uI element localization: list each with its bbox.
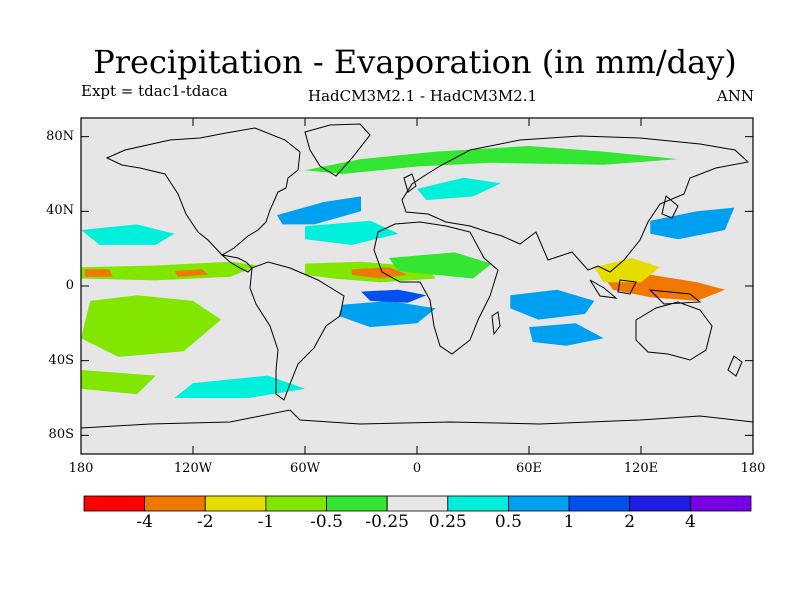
colorbar-swatch <box>265 495 327 512</box>
coast-antarctica <box>80 409 754 429</box>
field-regions <box>81 146 735 398</box>
region-pacific-north-band <box>81 261 259 281</box>
region-indian-blue-1 <box>510 289 595 320</box>
region-north-atlantic-blue <box>277 196 361 225</box>
colorbar-label: 0.25 <box>428 512 467 532</box>
coast-madagascar <box>491 311 501 336</box>
colorbar-label: 2 <box>624 512 636 532</box>
colorbar-label: 1 <box>563 512 575 532</box>
region-indian-blue-2 <box>529 323 604 346</box>
region-tropical-atlantic-dark <box>361 289 427 303</box>
lon-label: 180 <box>68 461 94 476</box>
colorbar-swatch <box>83 495 145 512</box>
region-north-atlantic-cyan <box>305 220 399 245</box>
experiment-label: Expt = tdac1-tdaca <box>81 82 228 100</box>
colorbar-swatch <box>447 495 509 512</box>
colorbar-swatch <box>204 495 267 512</box>
region-south-atlantic-blue <box>338 300 436 328</box>
colorbar-label: -0.5 <box>310 512 343 532</box>
lon-label: 180 <box>740 461 766 476</box>
coast-japan <box>661 195 679 219</box>
season-label: ANN <box>716 87 754 105</box>
region-antarctic-cyan <box>174 375 305 398</box>
coast-south-america <box>249 261 345 401</box>
lat-label: 80N <box>46 128 74 144</box>
lat-label: 40N <box>46 203 74 219</box>
colorbar-label: 4 <box>684 512 696 532</box>
lon-label: 120W <box>173 461 213 476</box>
map-frame <box>80 117 754 455</box>
colorbar-swatch <box>690 495 752 512</box>
lon-label: 60W <box>290 461 320 476</box>
colorbar <box>83 495 752 512</box>
lon-label: 60E <box>515 461 543 476</box>
region-north-pacific-cyan <box>81 224 175 245</box>
lat-label: 80S <box>48 427 74 443</box>
coastlines <box>80 123 754 429</box>
coast-australia <box>635 301 713 361</box>
region-pacific-orange-2 <box>174 269 208 277</box>
lat-label: 40S <box>48 352 74 368</box>
coast-indonesia <box>589 279 702 305</box>
region-maritime-yellow <box>594 258 660 283</box>
coast-africa <box>373 221 499 355</box>
colorbar-swatch <box>386 495 449 512</box>
colorbar-swatch <box>568 495 631 512</box>
colorbar-label: -4 <box>136 512 153 532</box>
colorbar-label: 0.5 <box>494 512 522 532</box>
colorbar-label: -0.25 <box>365 512 409 532</box>
model-label: HadCM3M2.1 - HadCM3M2.1 <box>308 87 538 105</box>
region-europe-cyan <box>417 177 501 201</box>
region-atlantic-orange <box>351 267 408 279</box>
colorbar-swatch <box>629 495 691 512</box>
region-nw-pacific-blue <box>650 207 735 240</box>
lat-label: 0 <box>65 278 74 293</box>
coast-north-america <box>105 127 301 256</box>
lon-label: 120E <box>623 461 659 476</box>
colorbar-swatch <box>326 495 388 512</box>
chart-title: Precipitation - Evaporation (in mm/day) <box>93 43 737 81</box>
coast-greenland <box>304 123 371 177</box>
coast-new-zealand <box>727 355 743 377</box>
region-arctic-green <box>305 146 679 174</box>
colorbar-label: -2 <box>196 512 214 532</box>
colorbar-label: -1 <box>257 512 275 532</box>
lon-label: 0 <box>412 461 422 476</box>
region-south-pacific-green <box>81 295 221 357</box>
colorbar-swatch <box>144 495 206 512</box>
coast-british-isles <box>403 173 417 193</box>
coast-central-america <box>220 254 253 273</box>
coast-eurasia <box>401 135 750 273</box>
region-southern-green <box>81 370 156 395</box>
colorbar-swatch <box>508 495 570 512</box>
region-africa-green <box>389 252 492 279</box>
region-pacific-orange-1 <box>84 269 113 277</box>
